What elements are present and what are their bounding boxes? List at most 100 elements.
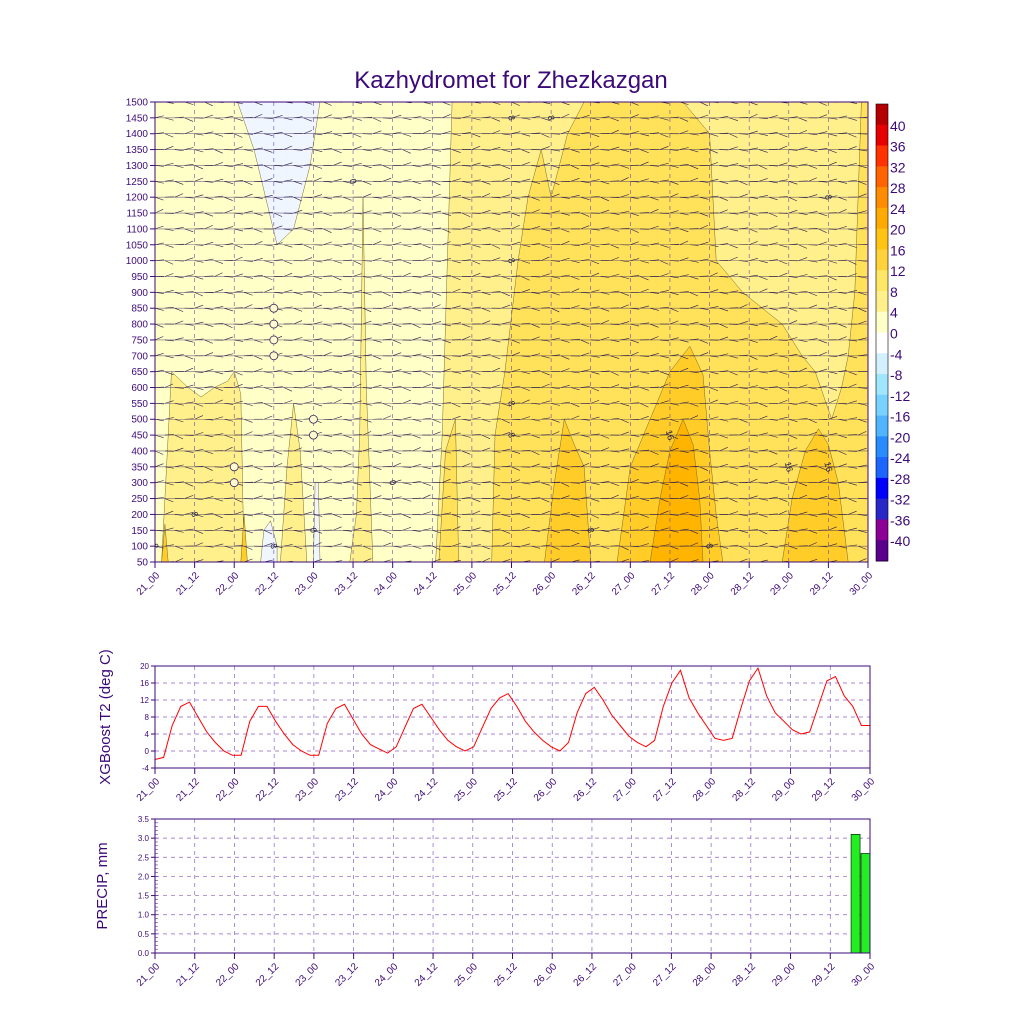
colorbar-label: 28 (890, 180, 906, 196)
wind-barb (868, 148, 877, 150)
wind-barb (868, 229, 876, 232)
x-tick-label: 29_12 (808, 570, 836, 598)
x-tick-label: 28_00 (691, 961, 719, 989)
colorbar-label: 36 (890, 139, 906, 155)
y-tick-label: 300 (131, 478, 148, 489)
wind-barb (868, 197, 877, 198)
calm-marker (230, 479, 238, 487)
x-tick-label: 28_12 (729, 570, 757, 598)
wind-barb (868, 512, 877, 514)
y-tick-label: 4 (145, 730, 150, 739)
x-tick-label: 22_12 (254, 570, 282, 598)
y-tick-label: 250 (131, 494, 148, 505)
y-tick-label: 1200 (126, 193, 149, 204)
colorbar-swatch (876, 166, 888, 187)
x-tick-label: 29_00 (770, 776, 798, 804)
wind-barb (868, 368, 876, 371)
colorbar-label: 12 (890, 263, 906, 279)
x-tick-label: 27_12 (650, 570, 678, 598)
x-tick-label: 29_00 (770, 961, 798, 989)
x-tick-label: 25_12 (491, 570, 519, 598)
y-tick-label: 50 (137, 558, 149, 569)
x-tick-label: 29_00 (768, 570, 796, 598)
x-tick-label: 21_12 (174, 961, 202, 989)
wind-barb (868, 118, 876, 122)
chart-title: Kazhydromet for Zhezkazgan (354, 67, 668, 94)
y-tick-label: 3.0 (138, 834, 150, 843)
colorbar-swatch (876, 457, 888, 478)
x-tick-label: 26_12 (572, 776, 600, 804)
x-tick-label: 30_00 (850, 776, 878, 804)
precip-axis-label: PRECIP, mm (94, 842, 111, 929)
t2-axis-label: XGBoost T2 (deg C) (97, 649, 114, 785)
y-tick-label: 550 (131, 399, 148, 410)
y-tick-label: 1000 (126, 256, 149, 267)
wind-barb (581, 98, 589, 102)
x-tick-label: 28_12 (731, 961, 759, 989)
y-tick-label: 1450 (126, 113, 149, 124)
x-tick-label: 23_00 (294, 961, 322, 989)
y-tick-label: 1500 (126, 98, 149, 109)
wind-barb (601, 562, 609, 566)
x-tick-label: 24_00 (373, 961, 401, 989)
calm-marker (270, 352, 278, 360)
y-tick-label: 600 (131, 383, 148, 394)
colorbar-swatch (876, 436, 888, 457)
x-tick-label: 27_00 (611, 961, 639, 989)
x-tick-label: 22_00 (214, 961, 242, 989)
colorbar-swatch (876, 374, 888, 395)
colorbar-swatch (876, 312, 888, 333)
y-tick-label: 700 (131, 351, 148, 362)
wind-barb (868, 385, 877, 387)
y-tick-label: 150 (131, 526, 148, 537)
t2-series-line (155, 668, 870, 759)
x-tick-label: 26_12 (572, 961, 600, 989)
x-tick-label: 21_12 (174, 570, 202, 598)
x-tick-label: 22_00 (214, 776, 242, 804)
x-tick-label: 25_12 (492, 961, 520, 989)
y-tick-label: 900 (131, 288, 148, 299)
y-tick-label: 3.5 (138, 815, 150, 824)
colorbar: -40-36-32-28-24-20-16-12-8-4048121620242… (876, 104, 910, 562)
y-tick-label: 1300 (126, 161, 149, 172)
x-tick-label: 23_00 (293, 570, 321, 598)
x-tick-label: 30_00 (850, 961, 878, 989)
wind-barb (412, 562, 420, 565)
calm-marker (270, 304, 278, 312)
x-tick-label: 27_12 (651, 776, 679, 804)
colorbar-label: -24 (890, 450, 910, 466)
y-tick-label: 200 (131, 510, 148, 521)
x-tick-label: 27_12 (651, 961, 679, 989)
y-tick-label: 1150 (126, 209, 148, 220)
y-tick-label: 1.5 (138, 892, 150, 901)
x-tick-label: 25_00 (452, 570, 480, 598)
colorbar-swatch (876, 249, 888, 270)
wind-barb (868, 483, 876, 487)
y-tick-label: 1350 (126, 145, 149, 156)
x-tick-label: 23_12 (333, 570, 361, 598)
colorbar-label: 8 (890, 284, 898, 300)
x-tick-label: 23_12 (333, 961, 361, 989)
x-tick-label: 23_00 (294, 776, 322, 804)
wind-barb (868, 102, 877, 105)
x-tick-label: 21_00 (135, 776, 163, 804)
x-tick-label: 28_00 (689, 570, 717, 598)
colorbar-label: 16 (890, 242, 906, 258)
colorbar-label: -32 (890, 492, 910, 508)
x-tick-label: 27_00 (610, 570, 638, 598)
colorbar-swatch (876, 291, 888, 312)
colorbar-swatch (876, 416, 888, 437)
wind-barb (868, 435, 877, 436)
wind-barb (868, 213, 877, 215)
wind-barb (393, 98, 401, 102)
calm-marker (270, 320, 278, 328)
y-tick-label: 2.5 (138, 853, 150, 862)
wind-barb (868, 241, 876, 245)
colorbar-swatch (876, 333, 888, 354)
wind-barb (868, 496, 876, 499)
colorbar-swatch (876, 540, 888, 561)
y-tick-label: -4 (142, 764, 150, 773)
